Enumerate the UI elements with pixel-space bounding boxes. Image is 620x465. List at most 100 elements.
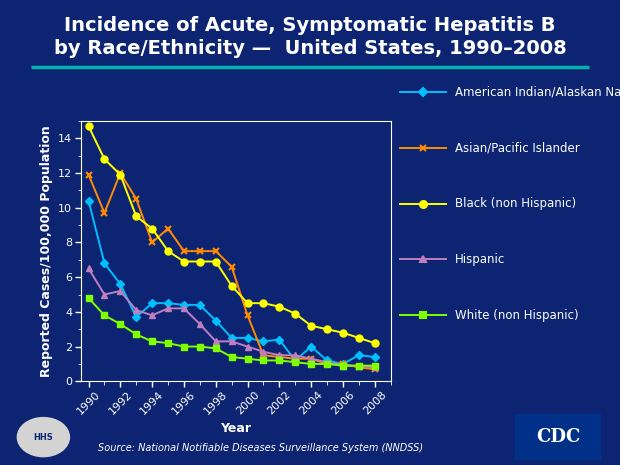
White (non Hispanic): [148, 339, 156, 344]
Asian/Pacific Islander: [355, 365, 363, 370]
Black (non Hispanic): [117, 172, 124, 178]
Text: Source: National Notifiable Diseases Surveillance System (NNDSS): Source: National Notifiable Diseases Sur…: [98, 443, 423, 453]
Black (non Hispanic): [323, 326, 330, 332]
White (non Hispanic): [196, 344, 203, 349]
American Indian/Alaskan Native: [276, 337, 283, 342]
Asian/Pacific Islander: [308, 356, 315, 361]
American Indian/Alaskan Native: [117, 281, 124, 287]
Asian/Pacific Islander: [228, 264, 236, 270]
Hispanic: [244, 344, 251, 349]
Black (non Hispanic): [291, 311, 299, 316]
Hispanic: [100, 292, 108, 297]
American Indian/Alaskan Native: [180, 302, 188, 308]
White (non Hispanic): [308, 361, 315, 367]
Asian/Pacific Islander: [244, 312, 251, 318]
American Indian/Alaskan Native: [260, 339, 267, 344]
American Indian/Alaskan Native: [85, 198, 92, 204]
Black (non Hispanic): [260, 300, 267, 306]
Text: Asian/Pacific Islander: Asian/Pacific Islander: [454, 141, 580, 154]
Hispanic: [85, 266, 92, 271]
Line: White (non Hispanic): White (non Hispanic): [86, 295, 378, 368]
White (non Hispanic): [260, 358, 267, 363]
Black (non Hispanic): [355, 335, 363, 341]
Hispanic: [339, 363, 347, 368]
Black (non Hispanic): [180, 259, 188, 264]
Black (non Hispanic): [308, 323, 315, 329]
Hispanic: [117, 288, 124, 294]
White (non Hispanic): [276, 358, 283, 363]
White (non Hispanic): [180, 344, 188, 349]
Hispanic: [212, 339, 219, 344]
American Indian/Alaskan Native: [291, 358, 299, 363]
American Indian/Alaskan Native: [212, 318, 219, 323]
White (non Hispanic): [244, 356, 251, 361]
Asian/Pacific Islander: [323, 361, 330, 367]
Hispanic: [291, 352, 299, 358]
Black (non Hispanic): [276, 304, 283, 309]
Black (non Hispanic): [148, 226, 156, 231]
Hispanic: [276, 352, 283, 358]
American Indian/Alaskan Native: [244, 335, 251, 341]
Text: Incidence of Acute, Symptomatic Hepatitis B: Incidence of Acute, Symptomatic Hepatiti…: [64, 16, 556, 35]
White (non Hispanic): [85, 295, 92, 301]
Hispanic: [180, 306, 188, 311]
American Indian/Alaskan Native: [323, 358, 330, 363]
White (non Hispanic): [212, 345, 219, 351]
White (non Hispanic): [228, 354, 236, 360]
Hispanic: [164, 306, 172, 311]
Black (non Hispanic): [228, 283, 236, 289]
Asian/Pacific Islander: [164, 226, 172, 231]
White (non Hispanic): [117, 321, 124, 327]
Black (non Hispanic): [339, 330, 347, 335]
Asian/Pacific Islander: [212, 248, 219, 254]
Hispanic: [196, 321, 203, 327]
Asian/Pacific Islander: [260, 352, 267, 358]
American Indian/Alaskan Native: [196, 302, 203, 308]
Hispanic: [371, 365, 378, 370]
Asian/Pacific Islander: [276, 354, 283, 360]
White (non Hispanic): [164, 340, 172, 346]
American Indian/Alaskan Native: [133, 314, 140, 320]
Black (non Hispanic): [244, 300, 251, 306]
White (non Hispanic): [291, 359, 299, 365]
Black (non Hispanic): [164, 248, 172, 254]
X-axis label: Year: Year: [220, 422, 251, 435]
American Indian/Alaskan Native: [308, 344, 315, 349]
Black (non Hispanic): [196, 259, 203, 264]
Text: CDC: CDC: [536, 428, 580, 446]
Hispanic: [323, 359, 330, 365]
American Indian/Alaskan Native: [228, 335, 236, 341]
American Indian/Alaskan Native: [100, 260, 108, 266]
Line: Black (non Hispanic): Black (non Hispanic): [85, 123, 378, 346]
White (non Hispanic): [355, 363, 363, 368]
Asian/Pacific Islander: [100, 210, 108, 216]
Asian/Pacific Islander: [133, 196, 140, 202]
Text: Hispanic: Hispanic: [454, 253, 505, 266]
American Indian/Alaskan Native: [355, 352, 363, 358]
Asian/Pacific Islander: [291, 356, 299, 361]
Black (non Hispanic): [100, 156, 108, 162]
Hispanic: [228, 339, 236, 344]
Asian/Pacific Islander: [180, 248, 188, 254]
Black (non Hispanic): [133, 213, 140, 219]
American Indian/Alaskan Native: [148, 300, 156, 306]
FancyBboxPatch shape: [515, 414, 601, 460]
Text: by Race/Ethnicity —  United States, 1990–2008: by Race/Ethnicity — United States, 1990–…: [53, 40, 567, 58]
Hispanic: [308, 356, 315, 361]
Text: Black (non Hispanic): Black (non Hispanic): [454, 197, 576, 210]
Text: American Indian/Alaskan Native: American Indian/Alaskan Native: [454, 86, 620, 99]
White (non Hispanic): [100, 312, 108, 318]
Text: White (non Hispanic): White (non Hispanic): [454, 309, 578, 322]
Hispanic: [133, 307, 140, 313]
Asian/Pacific Islander: [196, 248, 203, 254]
Asian/Pacific Islander: [85, 172, 92, 178]
White (non Hispanic): [371, 363, 378, 368]
Asian/Pacific Islander: [117, 170, 124, 176]
Line: American Indian/Alaskan Native: American Indian/Alaskan Native: [86, 198, 378, 367]
American Indian/Alaskan Native: [164, 300, 172, 306]
Black (non Hispanic): [371, 340, 378, 346]
White (non Hispanic): [133, 332, 140, 337]
Black (non Hispanic): [85, 123, 92, 129]
Circle shape: [17, 418, 69, 457]
White (non Hispanic): [339, 363, 347, 368]
